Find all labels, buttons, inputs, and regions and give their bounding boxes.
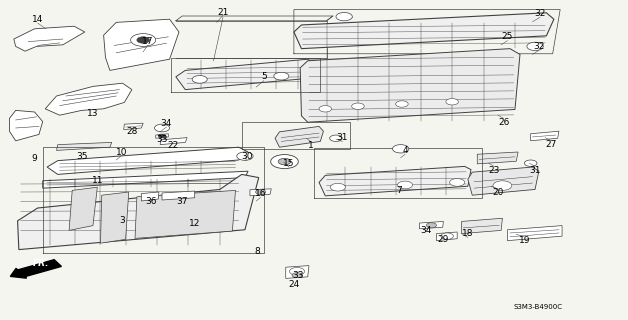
Circle shape [292,273,302,278]
Circle shape [493,181,512,190]
Text: 32: 32 [534,9,546,18]
Text: 25: 25 [502,32,513,41]
Text: 29: 29 [437,236,448,244]
Circle shape [524,160,537,166]
Text: 33: 33 [293,271,304,280]
FancyArrow shape [10,260,62,278]
Text: 15: 15 [283,159,295,168]
Circle shape [396,101,408,107]
Circle shape [131,34,156,46]
Polygon shape [100,192,129,243]
Text: 14: 14 [32,15,43,24]
Polygon shape [104,19,179,70]
Polygon shape [468,167,539,195]
Circle shape [450,179,465,186]
Circle shape [256,189,266,195]
Polygon shape [43,171,248,188]
Text: 30: 30 [241,152,252,161]
Text: 12: 12 [189,220,200,228]
Text: 18: 18 [462,229,474,238]
Text: 23: 23 [489,166,500,175]
Polygon shape [319,166,471,196]
Polygon shape [160,138,187,145]
Polygon shape [507,226,562,241]
Text: 36: 36 [145,197,156,206]
Polygon shape [462,218,502,234]
Text: 32: 32 [533,42,544,51]
Circle shape [336,12,352,21]
Circle shape [527,42,543,51]
Polygon shape [531,131,559,141]
Polygon shape [275,126,323,147]
Text: 3: 3 [119,216,126,225]
Circle shape [330,183,345,191]
Polygon shape [176,59,314,90]
Text: 20: 20 [492,188,504,197]
Polygon shape [18,174,259,250]
Circle shape [278,158,291,165]
Text: 31: 31 [529,166,541,175]
Circle shape [237,152,253,160]
Polygon shape [156,134,168,138]
Polygon shape [477,152,518,164]
Circle shape [271,155,298,169]
Text: 22: 22 [167,141,178,150]
Circle shape [154,124,170,132]
Circle shape [446,99,458,105]
Text: 13: 13 [87,109,99,118]
Text: 26: 26 [498,118,509,127]
Text: 27: 27 [546,140,557,149]
Text: 34: 34 [161,119,172,128]
Text: 28: 28 [126,127,138,136]
Circle shape [192,76,207,83]
Polygon shape [47,147,248,174]
Text: 35: 35 [76,152,87,161]
Circle shape [352,103,364,109]
Text: 33: 33 [156,135,168,144]
Text: 21: 21 [217,8,229,17]
Circle shape [398,181,413,189]
Text: 16: 16 [255,189,266,198]
Circle shape [392,145,409,153]
Polygon shape [9,110,43,141]
Polygon shape [124,123,143,130]
Polygon shape [286,266,309,278]
Text: 4: 4 [403,146,408,155]
Text: FR.: FR. [33,259,49,268]
Text: 11: 11 [92,176,103,185]
Polygon shape [420,221,443,229]
Polygon shape [436,232,457,241]
Circle shape [441,233,453,239]
Circle shape [319,106,332,112]
Text: 37: 37 [176,197,188,206]
Polygon shape [45,83,132,115]
Circle shape [274,72,289,80]
Text: S3M3-B4900C: S3M3-B4900C [513,304,562,309]
Text: 31: 31 [337,133,348,142]
Polygon shape [294,13,554,49]
Text: 19: 19 [519,236,530,245]
Polygon shape [300,49,520,122]
Circle shape [290,268,305,275]
Polygon shape [69,187,97,230]
Circle shape [137,37,149,43]
Text: 5: 5 [261,72,267,81]
Polygon shape [250,189,271,196]
Polygon shape [141,192,159,201]
Text: 34: 34 [420,226,431,235]
Polygon shape [135,190,236,238]
Circle shape [330,135,342,141]
Circle shape [158,134,166,138]
Polygon shape [162,191,195,200]
Text: 17: 17 [142,37,153,46]
Text: 9: 9 [31,154,38,163]
Polygon shape [14,26,85,51]
Text: 1: 1 [308,141,314,150]
Text: 24: 24 [288,280,300,289]
Polygon shape [57,142,112,150]
Text: 8: 8 [254,247,261,256]
Circle shape [426,223,436,228]
Text: 10: 10 [116,148,127,156]
Text: 7: 7 [396,186,402,195]
